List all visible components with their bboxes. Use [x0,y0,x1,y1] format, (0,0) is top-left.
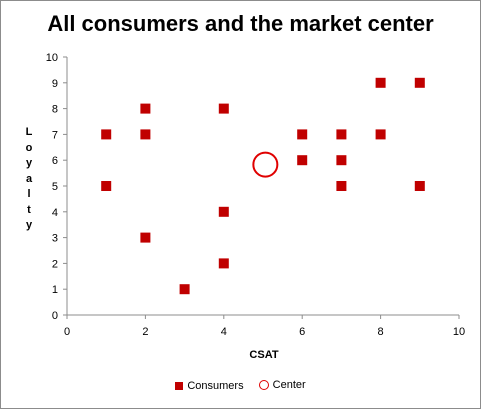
x-tick-label: 10 [453,326,465,338]
legend-item-center: Center [258,379,306,391]
x-tick-label: 2 [142,326,148,338]
center-point [252,151,279,178]
chart-title: All consumers and the market center [47,11,434,36]
y-tick-label: 9 [52,78,58,90]
consumer-point [414,181,425,191]
consumer-point [140,232,151,243]
x-axis-title: CSAT [249,349,278,361]
consumer-point [297,129,308,140]
consumer-point [101,181,112,191]
y-tick-label: 4 [52,207,58,219]
y-axis-title-letter: a [25,172,33,185]
consumer-point [101,129,112,140]
y-axis-title-letter: y [25,157,33,169]
consumer-point [218,206,229,217]
legend-label-center: Center [272,379,306,391]
legend-item-consumers: Consumers [175,380,244,392]
consumer-point [218,103,229,114]
y-tick-label: 10 [46,52,58,64]
x-tick-label: 4 [221,326,227,338]
y-axis-title-letter: t [27,203,31,216]
y-tick-label: 1 [52,284,58,296]
consumer-point [179,284,190,295]
consumer-point [297,155,308,166]
consumer-point [140,103,151,114]
y-axis-title-letter: o [25,141,33,154]
y-axis-title-letter: L [25,126,33,138]
legend-square-marker-icon [175,382,184,390]
y-tick-label: 8 [52,104,58,116]
consumer-point [375,129,386,140]
x-tick-label: 6 [299,326,305,338]
y-tick-label: 2 [52,258,58,270]
consumer-point [140,129,151,140]
y-axis-title-letter: y [25,219,33,231]
x-tick-label: 0 [64,326,70,338]
y-tick-label: 5 [52,181,58,193]
y-tick-label: 7 [52,129,58,141]
legend-circle-marker-icon [258,380,269,390]
consumer-point [336,181,347,191]
consumer-point [375,77,386,88]
consumer-point [336,155,347,166]
y-tick-label: 0 [52,310,58,322]
consumer-point [414,77,425,88]
consumer-point [336,129,347,140]
y-axis-title-letter: l [27,188,31,200]
legend-label-consumers: Consumers [187,380,244,392]
consumer-point [218,258,229,269]
y-tick-label: 3 [52,233,58,245]
legend: Consumers Center [1,379,480,393]
y-tick-label: 6 [52,155,58,167]
x-tick-label: 8 [378,326,384,338]
